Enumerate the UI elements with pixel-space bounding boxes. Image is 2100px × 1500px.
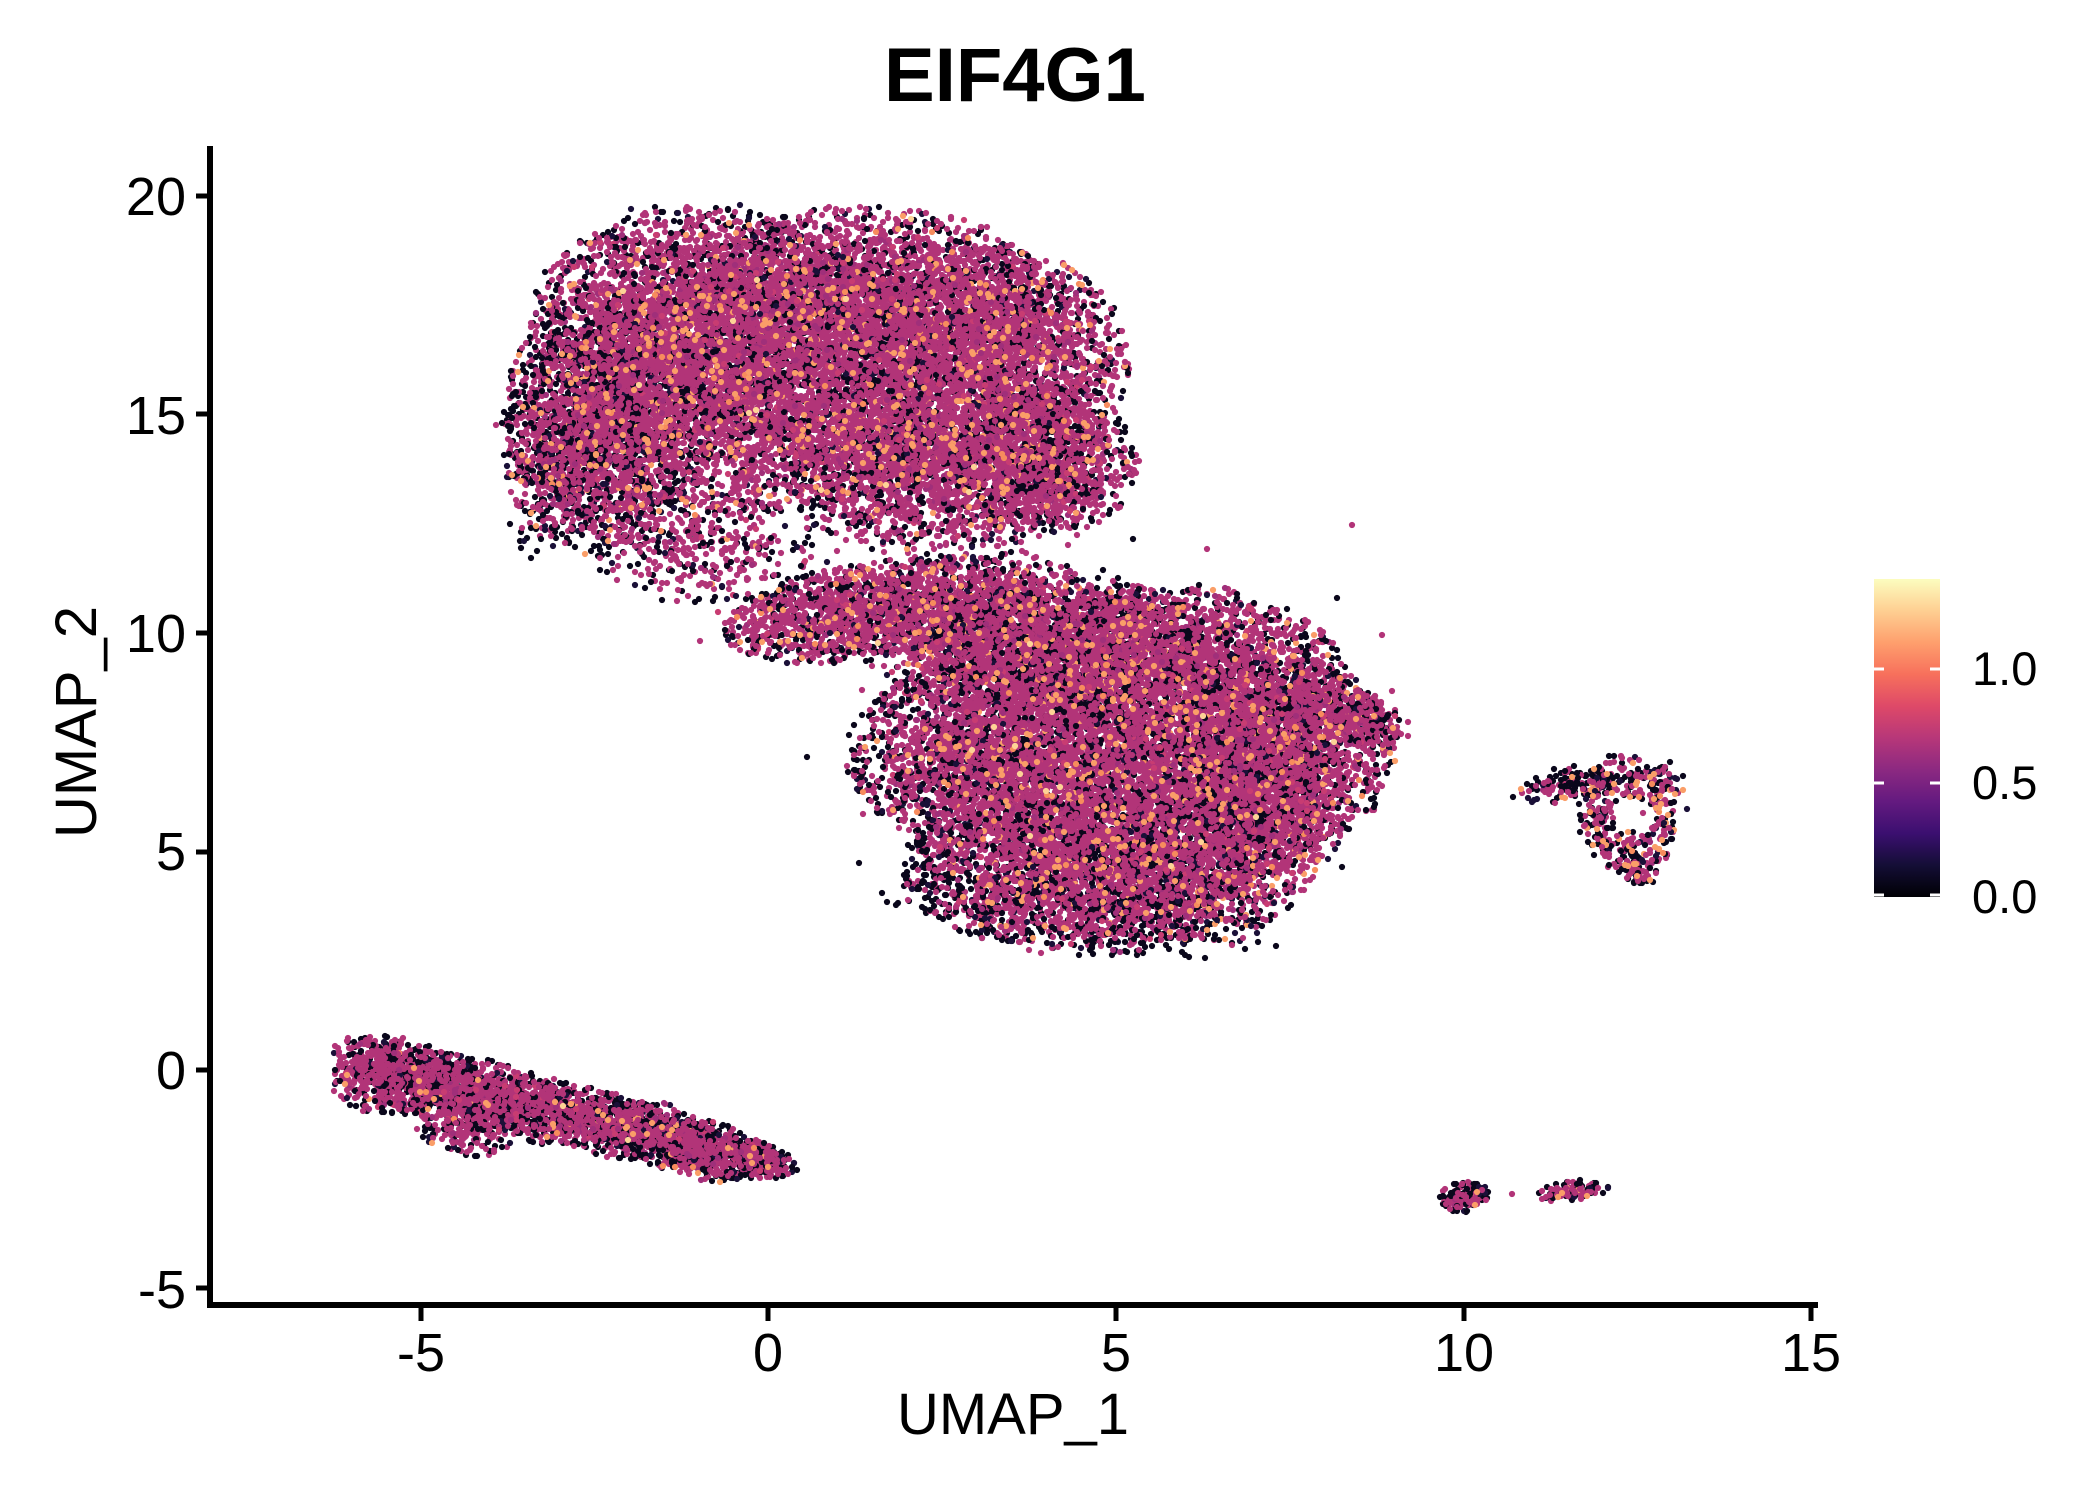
svg-text:0.0: 0.0: [1972, 870, 2037, 923]
svg-text:UMAP_1: UMAP_1: [897, 1382, 1129, 1447]
svg-text:-5: -5: [397, 1323, 445, 1383]
svg-text:0: 0: [753, 1323, 783, 1383]
svg-text:EIF4G1: EIF4G1: [884, 33, 1146, 118]
svg-text:1.0: 1.0: [1972, 642, 2037, 695]
svg-text:0.5: 0.5: [1972, 756, 2037, 809]
svg-text:UMAP_2: UMAP_2: [44, 606, 109, 838]
svg-text:15: 15: [1781, 1323, 1841, 1383]
svg-text:5: 5: [1101, 1323, 1131, 1383]
svg-text:10: 10: [126, 604, 186, 664]
svg-text:5: 5: [156, 822, 186, 882]
svg-text:20: 20: [126, 167, 186, 227]
svg-text:15: 15: [126, 386, 186, 446]
svg-text:0: 0: [156, 1041, 186, 1101]
svg-text:-5: -5: [138, 1260, 186, 1320]
svg-text:10: 10: [1434, 1323, 1494, 1383]
